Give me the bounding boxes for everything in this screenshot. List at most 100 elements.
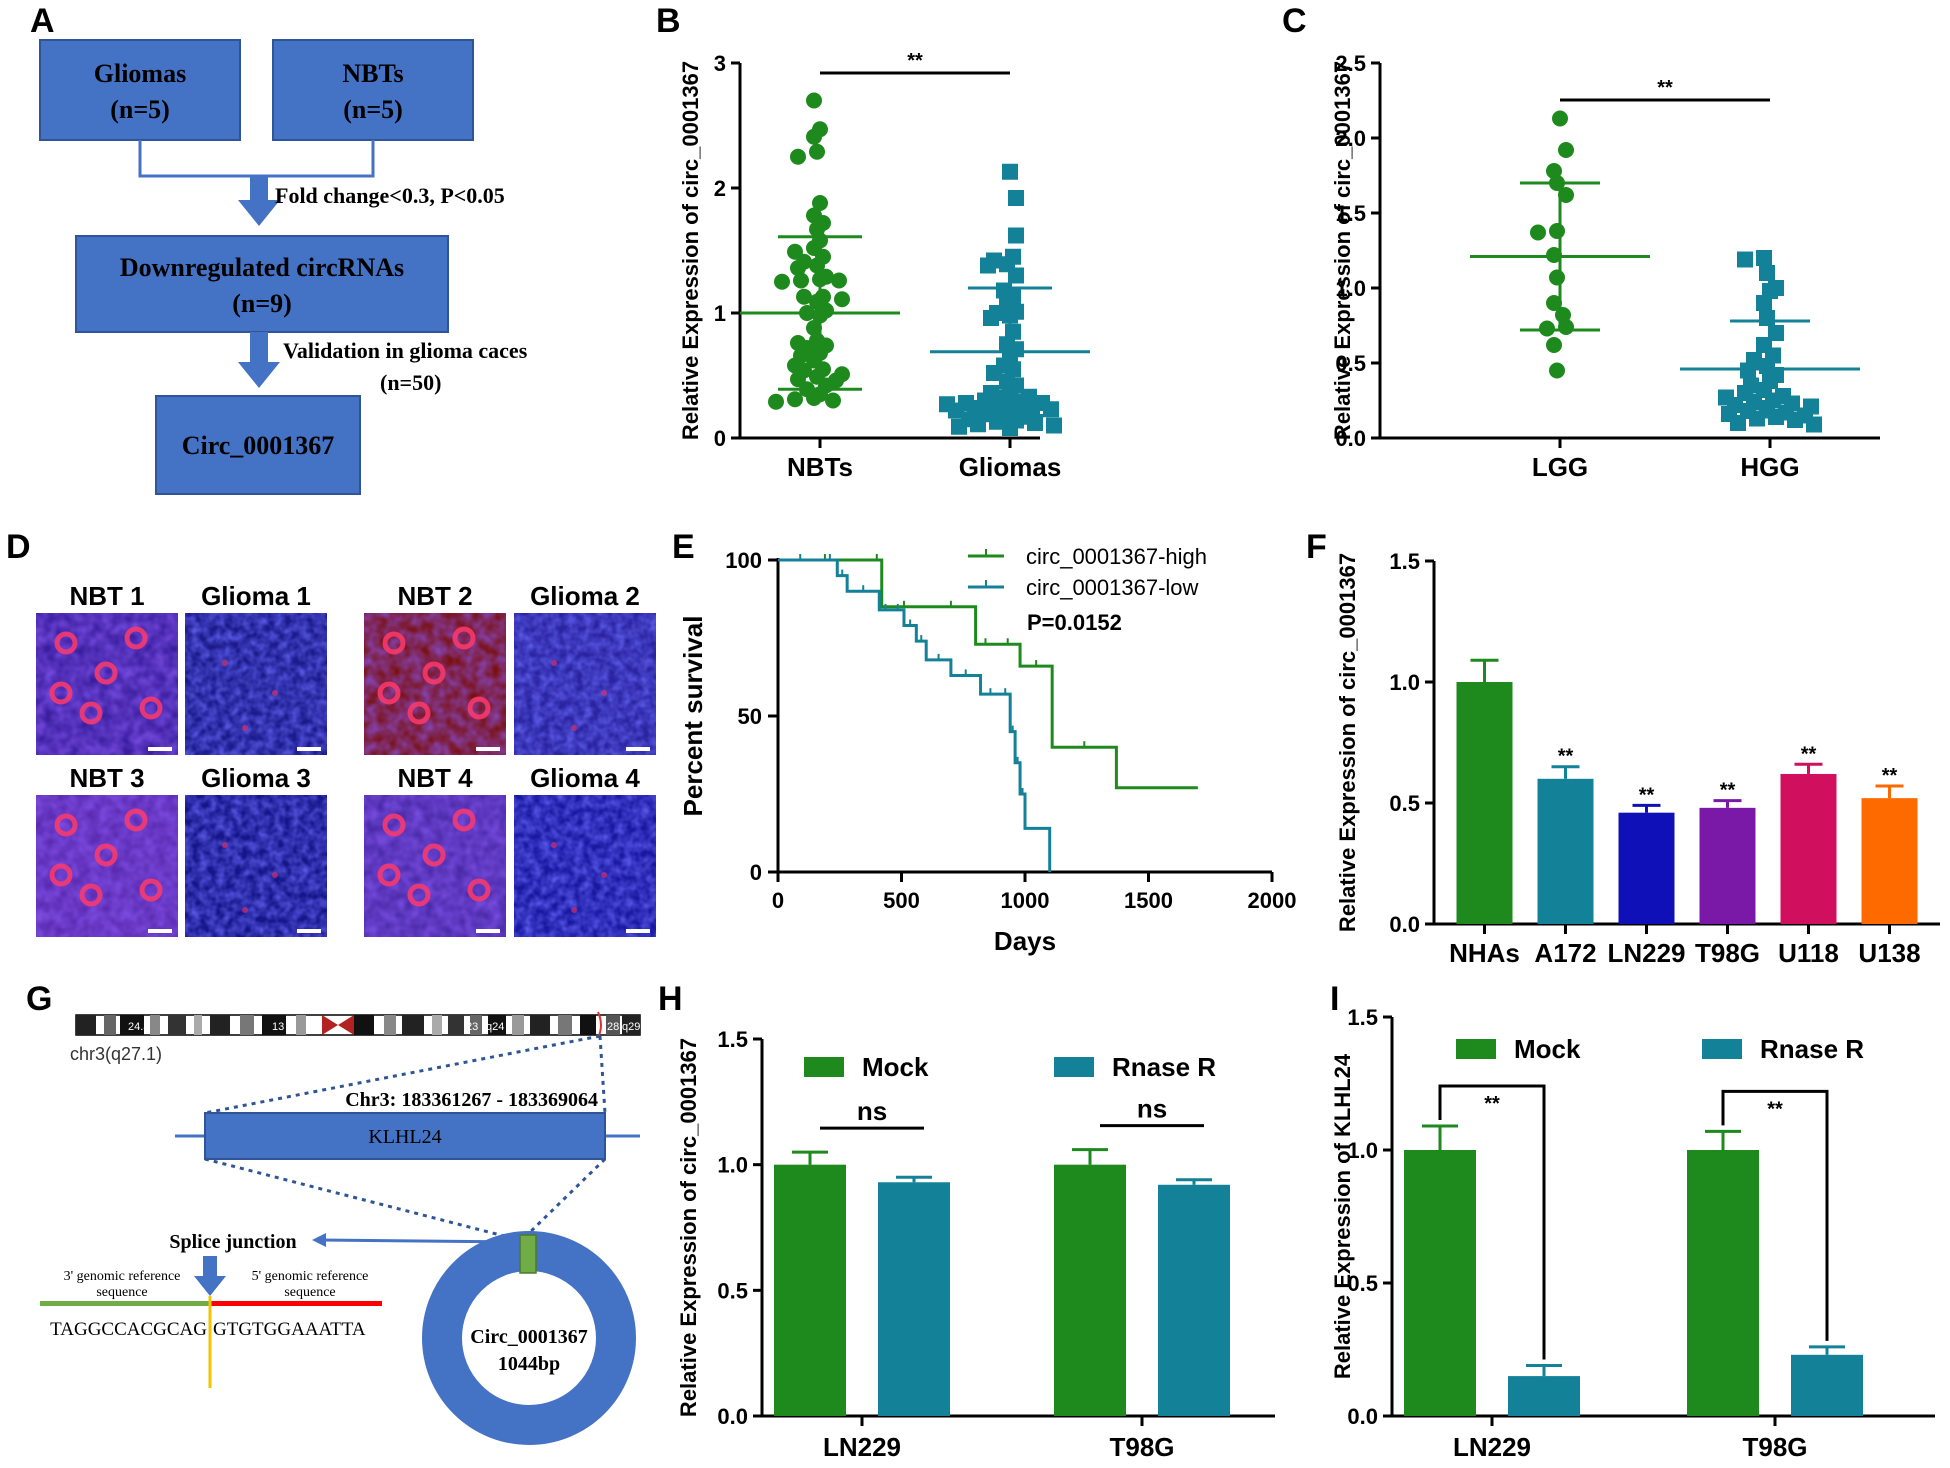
red-signal bbox=[222, 842, 228, 848]
data-point bbox=[806, 390, 822, 406]
data-point bbox=[1558, 187, 1574, 203]
red-signal bbox=[377, 681, 401, 705]
data-point bbox=[806, 92, 822, 109]
chart-h: 0.0 0.5 1.0 1.5 Relative Expression of circ_… bbox=[676, 1027, 1275, 1462]
junction-marker bbox=[519, 1234, 537, 1274]
x-tick-label: 1000 bbox=[1001, 888, 1050, 913]
red-signal bbox=[407, 883, 431, 907]
x-category-label: HGG bbox=[1740, 452, 1799, 482]
gliomas-box-title: Gliomas bbox=[94, 59, 186, 88]
data-point bbox=[806, 128, 822, 145]
red-signal bbox=[407, 701, 431, 725]
circrna-size: 1044bp bbox=[498, 1353, 560, 1375]
red-signal bbox=[571, 907, 577, 913]
red-signal bbox=[601, 872, 607, 878]
band-label: q24 bbox=[486, 1021, 504, 1033]
scale-bar bbox=[476, 747, 500, 751]
red-signal bbox=[571, 725, 577, 731]
data-point bbox=[1549, 362, 1565, 379]
data-point bbox=[831, 272, 847, 289]
gene-name: KLHL24 bbox=[368, 1126, 441, 1148]
downregulated-box-title: Downregulated circRNAs bbox=[120, 253, 404, 282]
red-signal bbox=[467, 878, 491, 902]
panel-label-a: A bbox=[30, 2, 55, 40]
nbts-box bbox=[272, 39, 474, 141]
y-tick-label: 0.0 bbox=[717, 1404, 748, 1429]
chromosome-location: chr3(q27.1) bbox=[70, 1044, 162, 1064]
y-tick-label: 0.5 bbox=[1347, 1271, 1378, 1296]
step1-criteria: Fold change<0.3, P<0.05 bbox=[275, 183, 505, 208]
red-signal bbox=[242, 725, 248, 731]
red-signal bbox=[272, 690, 278, 696]
data-point bbox=[989, 413, 1005, 430]
splice-junction-label: Splice junction bbox=[169, 1231, 296, 1253]
arrow-down-icon bbox=[238, 176, 280, 226]
x-category-label: NHAs bbox=[1449, 938, 1520, 968]
red-signal bbox=[94, 661, 118, 685]
y-tick-label: 3 bbox=[714, 51, 726, 76]
zoom-line bbox=[598, 1035, 607, 1114]
y-tick-label: 0.0 bbox=[1335, 426, 1366, 451]
red-signal bbox=[242, 907, 248, 913]
data-point bbox=[951, 418, 967, 435]
bar bbox=[878, 1182, 950, 1416]
data-point bbox=[1008, 267, 1024, 284]
data-point bbox=[812, 195, 828, 211]
y-tick-label: 1.5 bbox=[1347, 1005, 1378, 1030]
y-tick-label: 0.0 bbox=[1347, 1404, 1378, 1429]
band-label: 13 bbox=[272, 1021, 284, 1033]
bar bbox=[1687, 1150, 1759, 1416]
x-tick-label: 2000 bbox=[1248, 888, 1297, 913]
y-tick-label: 1.5 bbox=[1389, 549, 1420, 574]
genomic-coordinates: Chr3: 183361267 - 183369064 bbox=[345, 1089, 598, 1111]
data-point bbox=[790, 260, 806, 276]
x-tick-label: 0 bbox=[772, 888, 784, 913]
y-axis-label: Percent survival bbox=[678, 616, 708, 817]
data-point bbox=[983, 310, 999, 326]
image-label: Glioma 1 bbox=[201, 581, 311, 611]
legend-swatch bbox=[1702, 1039, 1742, 1059]
data-point bbox=[774, 273, 790, 290]
bar bbox=[1791, 1354, 1863, 1416]
merge-connector bbox=[138, 140, 375, 178]
y-tick-label: 1.0 bbox=[1335, 276, 1366, 301]
bar bbox=[1404, 1150, 1476, 1416]
fluorescence-texture bbox=[185, 795, 327, 937]
red-signal bbox=[79, 701, 103, 725]
survival-curve bbox=[778, 558, 1198, 790]
red-signal bbox=[382, 813, 406, 837]
zoom-line bbox=[204, 1157, 513, 1240]
y-tick-label: 50 bbox=[738, 704, 762, 729]
data-point bbox=[1558, 142, 1574, 158]
data-point bbox=[768, 393, 784, 410]
significance-label: ** bbox=[1558, 746, 1574, 768]
bar bbox=[1456, 682, 1513, 924]
panel-label-i: I bbox=[1330, 980, 1339, 1018]
flowchart: Gliomas (n=5) NBTs (n=5) Fold change<0.3… bbox=[39, 39, 528, 495]
red-signal bbox=[139, 696, 163, 720]
y-tick-label: 2.5 bbox=[1335, 51, 1366, 76]
y-tick-label: 1.0 bbox=[1347, 1138, 1378, 1163]
red-signal bbox=[139, 878, 163, 902]
nbts-box-title: NBTs bbox=[342, 59, 403, 88]
x-category-label: T98G bbox=[1742, 1432, 1807, 1462]
red-signal bbox=[422, 843, 446, 867]
data-point bbox=[1002, 420, 1018, 436]
y-tick-label: 1.0 bbox=[717, 1153, 748, 1178]
y-axis-label: Relative Expression of KLHL24 bbox=[1330, 1053, 1355, 1379]
x-axis-label: Days bbox=[994, 926, 1056, 956]
data-point bbox=[809, 143, 825, 160]
red-signal bbox=[377, 863, 401, 887]
significance-label: ns bbox=[1137, 1094, 1167, 1124]
circ-box-title: Circ_0001367 bbox=[182, 431, 335, 460]
y-tick-label: 1.5 bbox=[717, 1027, 748, 1052]
ref3-bar bbox=[40, 1301, 210, 1306]
panel-label-e: E bbox=[672, 528, 695, 566]
step2-n: (n=50) bbox=[380, 370, 441, 395]
band-label: 23 bbox=[466, 1021, 478, 1033]
nbts-box-n: (n=5) bbox=[343, 95, 403, 124]
scale-bar bbox=[476, 929, 500, 933]
y-axis-label: Relative Expression of circ_0001367 bbox=[1330, 61, 1355, 440]
